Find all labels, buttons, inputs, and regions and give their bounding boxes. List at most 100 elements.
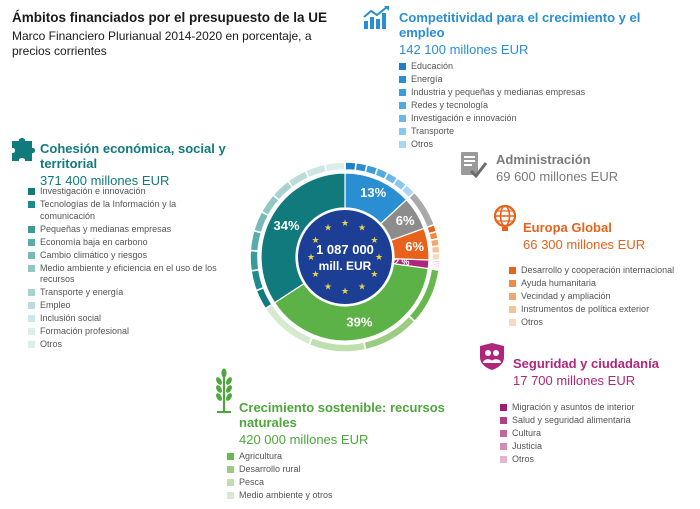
subcategory-label: Cultura — [512, 428, 542, 438]
subcategory-label: Industria y pequeñas y medianas empresas — [411, 87, 586, 97]
legend-swatch — [399, 141, 406, 148]
subcategory-label: Vecindad y ampliación — [521, 291, 611, 301]
category-amount: 69 600 millones EUR — [496, 169, 619, 184]
legend-swatch — [399, 102, 406, 109]
subcategory-list: Agricultura Desarrollo rural Pesca Medio am… — [227, 451, 489, 502]
wheat-icon — [213, 368, 235, 414]
subcategory-label: Desarrollo y cooperación internacional — [521, 265, 675, 275]
subcategory-item: Ayuda humanitaria — [509, 278, 699, 290]
inner-slice-cohesion — [260, 172, 346, 304]
category-title: Administración — [496, 152, 591, 167]
category-amount: 66 300 millones EUR — [523, 237, 646, 252]
subcategory-label: Transporte y energía — [40, 287, 124, 297]
budget-donut-chart: 13% 6% 6% 2 % 39% 34% ★ ★ ★ ★ ★ ★ ★ ★ ★ ★ ★ ★ 1 087 000 mil… — [220, 162, 470, 352]
subcategory-item: Pequeñas y medianas empresas — [28, 224, 220, 236]
legend-swatch — [28, 201, 35, 208]
category-title: Crecimiento sostenible: recursos natural… — [239, 400, 445, 430]
eu-star-icon: ★ — [341, 287, 349, 297]
subcategory-label: Pesca — [239, 477, 265, 487]
subcategory-item: Vecindad y ampliación — [509, 291, 699, 303]
subcategory-label: Formación profesional — [40, 326, 130, 336]
outer-slice-europa — [430, 244, 441, 255]
category-title: Cohesión económica, social y territorial — [40, 141, 226, 171]
eu-star-icon: ★ — [358, 224, 366, 234]
outer-slice-cohesion — [250, 268, 265, 292]
legend-swatch — [399, 115, 406, 122]
legend-swatch — [227, 492, 234, 499]
legend-swatch — [28, 315, 35, 322]
subcategory-label: Desarrollo rural — [239, 464, 301, 474]
subcategory-item: Otros — [500, 454, 698, 466]
legend-swatch — [28, 328, 35, 335]
legend-swatch — [500, 443, 507, 450]
legend-swatch — [28, 188, 35, 195]
subcategory-label: Pequeñas y medianas empresas — [40, 223, 172, 234]
subcategory-label: Medio ambiente y otros — [239, 490, 333, 500]
category-europa-items: Desarrollo y cooperación internacional Ay… — [509, 265, 699, 330]
eu-star-icon: ★ — [312, 270, 320, 280]
subcategory-item: Desarrollo rural — [227, 464, 489, 476]
people-shield-icon — [477, 343, 507, 371]
subcategory-label: Otros — [411, 139, 434, 149]
center-disc — [298, 210, 392, 304]
subcategory-item: Redes y tecnología — [399, 100, 669, 112]
legend-swatch — [509, 267, 516, 274]
subcategory-label: Inclusión social — [40, 313, 102, 323]
subcategory-label: Energía — [411, 74, 443, 84]
category-competitividad: Competitividad para el crecimiento y el … — [399, 10, 669, 152]
legend-swatch — [227, 479, 234, 486]
subcategory-item: Migración y asuntos de interior — [500, 402, 698, 414]
category-amount: 142 100 millones EUR — [399, 42, 529, 57]
category-europa: Europa Global 66 300 millones EUR — [523, 220, 698, 252]
trend-chart-icon — [362, 6, 390, 30]
subcategory-label: Cambio climático y riesgos — [40, 249, 148, 260]
subcategory-item: Otros — [509, 317, 699, 329]
legend-swatch — [509, 280, 516, 287]
inner-slice-crecimiento — [273, 263, 429, 342]
legend-swatch — [28, 302, 35, 309]
category-seguridad-items: Migración y asuntos de interior Salud y s… — [500, 402, 698, 467]
legend-swatch — [509, 306, 516, 313]
eu-star-icon: ★ — [375, 253, 383, 263]
eu-star-icon: ★ — [312, 236, 320, 246]
subcategory-label: Otros — [40, 339, 63, 349]
center-unit: mill. EUR — [319, 259, 372, 273]
subcategory-item: Transporte y energía — [28, 287, 220, 299]
subcategory-item: Energía — [399, 74, 669, 86]
subcategory-item: Salud y seguridad alimentaria — [500, 415, 698, 427]
subcategory-item: Tecnologías de la Información y la comun… — [28, 199, 220, 222]
subcategory-item: Cultura — [500, 428, 698, 440]
slice-label: 34% — [274, 218, 300, 233]
category-title: Europa Global — [523, 220, 612, 235]
subcategory-label: Agricultura — [239, 451, 283, 461]
subcategory-item: Instrumentos de política exterior — [509, 304, 699, 316]
subcategory-item: Medio ambiente y otros — [227, 490, 489, 502]
slice-label: 39% — [346, 315, 372, 330]
outer-slice-competitividad — [344, 162, 358, 172]
legend-swatch — [28, 238, 35, 246]
slice-label: 13% — [360, 185, 386, 200]
subcategory-label: Redes y tecnología — [411, 100, 489, 110]
legend-swatch — [500, 430, 507, 437]
legend-swatch — [399, 128, 406, 135]
subcategory-list: Migración y asuntos de interior Salud y s… — [500, 402, 698, 466]
subcategory-label: Medio ambiente y eficiencia en el uso de… — [40, 262, 217, 285]
legend-swatch — [28, 289, 35, 296]
eu-star-icon: ★ — [324, 224, 332, 234]
subcategory-label: Investigación e innovación — [411, 113, 517, 123]
subcategory-item: Investigación e innovación — [399, 113, 669, 125]
subcategory-item: Cambio climático y riesgos — [28, 250, 220, 262]
legend-swatch — [28, 341, 35, 348]
category-title: Competitividad para el crecimiento y el … — [399, 10, 641, 40]
globe-icon — [492, 204, 518, 232]
subcategory-item: Pesca — [227, 477, 489, 489]
subcategory-label: Empleo — [40, 300, 71, 310]
legend-swatch — [227, 453, 234, 460]
subcategory-label: Investigación e innovación — [40, 186, 146, 196]
subcategory-item: Desarrollo y cooperación internacional — [509, 265, 699, 277]
eu-star-icon: ★ — [370, 236, 378, 246]
category-title: Seguridad y ciudadanía — [513, 356, 659, 371]
legend-swatch — [500, 404, 507, 411]
subcategory-item: Transporte — [399, 126, 669, 138]
legend-swatch — [509, 319, 516, 326]
